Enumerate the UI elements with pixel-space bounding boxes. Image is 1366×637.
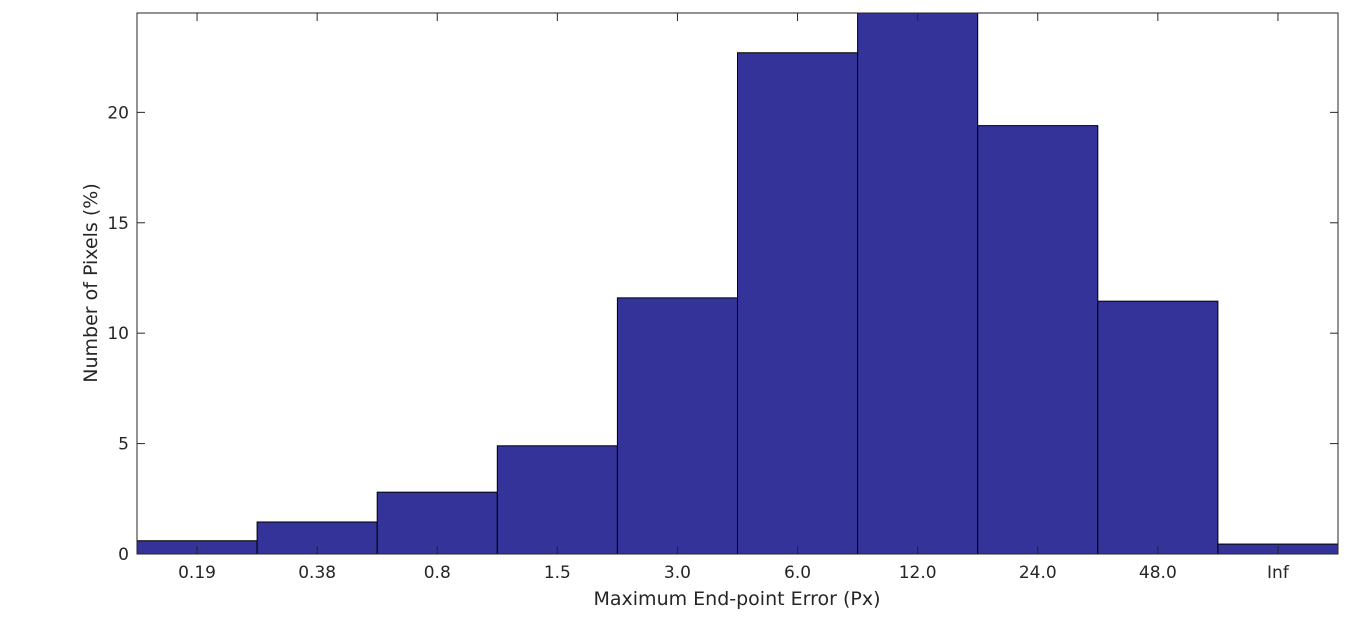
bar-12.0 (857, 12, 979, 555)
y-tick-label: 10 (107, 324, 129, 344)
x-tick-label: Inf (1267, 563, 1290, 583)
x-tick-label: 0.38 (298, 563, 336, 583)
bar-24.0 (977, 125, 1099, 555)
y-tick-label: 5 (118, 435, 129, 455)
x-tick-label: 12.0 (899, 563, 937, 583)
y-tick-label: 20 (107, 103, 129, 123)
x-tick-label: 24.0 (1019, 563, 1057, 583)
bar-1.5 (496, 445, 618, 555)
bar-0.8 (376, 491, 498, 555)
bar-6.0 (737, 52, 859, 555)
plot-frame (136, 12, 1339, 555)
y-tick-label: 15 (107, 214, 129, 234)
x-tick-label: 0.19 (178, 563, 216, 583)
bars (136, 12, 1339, 555)
bar-48.0 (1097, 300, 1219, 555)
x-tick-label: 0.8 (424, 563, 451, 583)
x-tick-label: 48.0 (1139, 563, 1177, 583)
y-tick-label: 0 (118, 545, 129, 565)
x-tick-label: 1.5 (544, 563, 571, 583)
bar-3.0 (616, 297, 739, 555)
x-axis-label: Maximum End-point Error (Px) (594, 588, 881, 610)
y-tick-labels: 0 5 10 15 20 (107, 103, 129, 565)
x-tick-label: 6.0 (784, 563, 811, 583)
y-axis-label: Number of Pixels (%) (80, 183, 102, 382)
x-tick-label: 3.0 (664, 563, 691, 583)
x-tick-labels: 0.19 0.38 0.8 1.5 3.0 6.0 12.0 24.0 48.0 Inf (178, 563, 1290, 583)
